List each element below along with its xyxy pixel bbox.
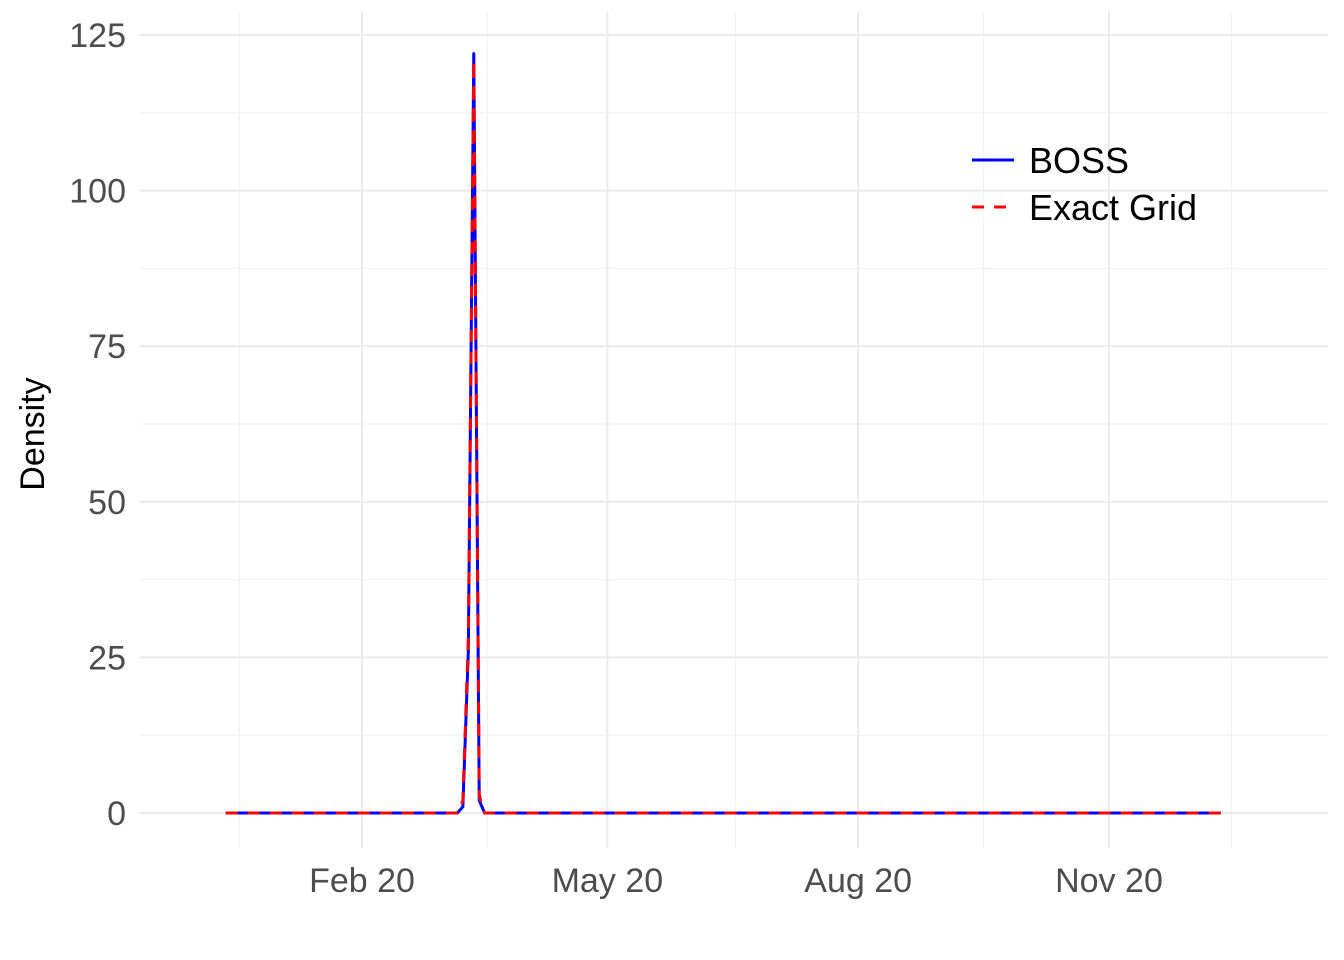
legend-label: Exact Grid (1029, 187, 1197, 228)
minor-gridlines (140, 12, 1328, 848)
y-tick-label: 0 (107, 795, 126, 833)
y-axis-tick-labels: 0 25 50 75 100 125 (69, 17, 126, 833)
y-tick-label: 100 (69, 173, 126, 211)
y-tick-label: 50 (88, 484, 126, 522)
series-layer (225, 52, 1221, 815)
x-tick-label: Nov 20 (1055, 862, 1163, 900)
legend-label: BOSS (1029, 140, 1129, 181)
y-axis-title: Density (14, 377, 52, 490)
legend: BOSS Exact Grid (972, 140, 1197, 228)
y-tick-label: 75 (88, 328, 126, 366)
y-tick-label: 25 (88, 639, 126, 677)
x-tick-label: May 20 (552, 862, 664, 900)
x-axis-tick-labels: Feb 20 May 20 Aug 20 Nov 20 (309, 862, 1163, 900)
major-gridlines (140, 12, 1328, 848)
x-tick-label: Aug 20 (804, 862, 912, 900)
x-tick-label: Feb 20 (309, 862, 415, 900)
y-tick-label: 125 (69, 17, 126, 55)
